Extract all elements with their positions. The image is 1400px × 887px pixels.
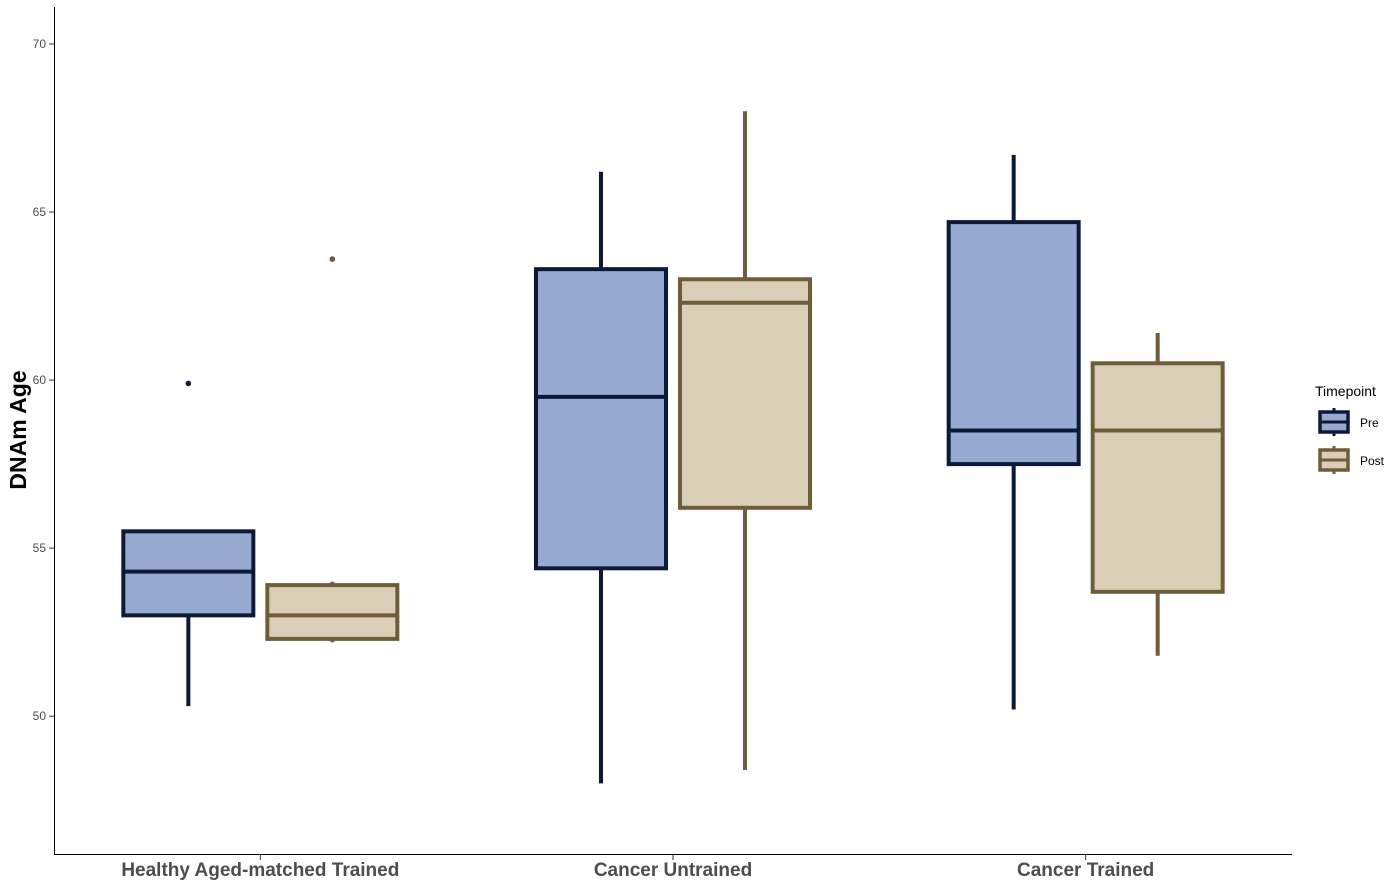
legend-label: Post (1360, 454, 1385, 468)
axes (54, 7, 1292, 855)
legend: Timepoint Pre Post (1315, 383, 1385, 474)
y-tick-label: 60 (33, 373, 47, 387)
y-axis-title: DNAm Age (5, 370, 31, 489)
box-pre-1 (121, 380, 256, 707)
y-tick-label: 65 (33, 205, 47, 219)
box-post-2 (678, 111, 812, 770)
outlier-point (329, 256, 336, 262)
legend-item-pre: Pre (1318, 408, 1379, 436)
box-iqr (678, 277, 812, 510)
y-tick-label: 70 (33, 37, 47, 51)
box-pre-2 (534, 171, 668, 784)
legend-item-post: Post (1318, 446, 1385, 474)
x-axis-ticks: Healthy Aged-matched Trained Cancer Untra… (121, 855, 1154, 881)
box-iqr (265, 583, 400, 641)
x-tick-label: Cancer Trained (1017, 860, 1154, 881)
box-iqr (1090, 361, 1225, 594)
box-iqr (946, 220, 1081, 467)
legend-title: Timepoint (1315, 383, 1376, 399)
boxes (121, 111, 1225, 784)
y-tick-label: 55 (33, 541, 47, 555)
box-post-3 (1090, 333, 1225, 656)
outlier-point (185, 380, 192, 387)
legend-label: Pre (1360, 416, 1379, 430)
box-pre-3 (946, 154, 1081, 710)
legend-items: Pre Post (1318, 408, 1385, 474)
y-tick-label: 50 (33, 709, 47, 723)
box-iqr (534, 267, 668, 571)
box-post-1 (265, 256, 400, 643)
x-tick-label: Healthy Aged-matched Trained (121, 860, 399, 881)
y-axis-ticks: 50 55 60 65 70 (33, 37, 54, 723)
x-tick-label: Cancer Untrained (594, 860, 752, 881)
